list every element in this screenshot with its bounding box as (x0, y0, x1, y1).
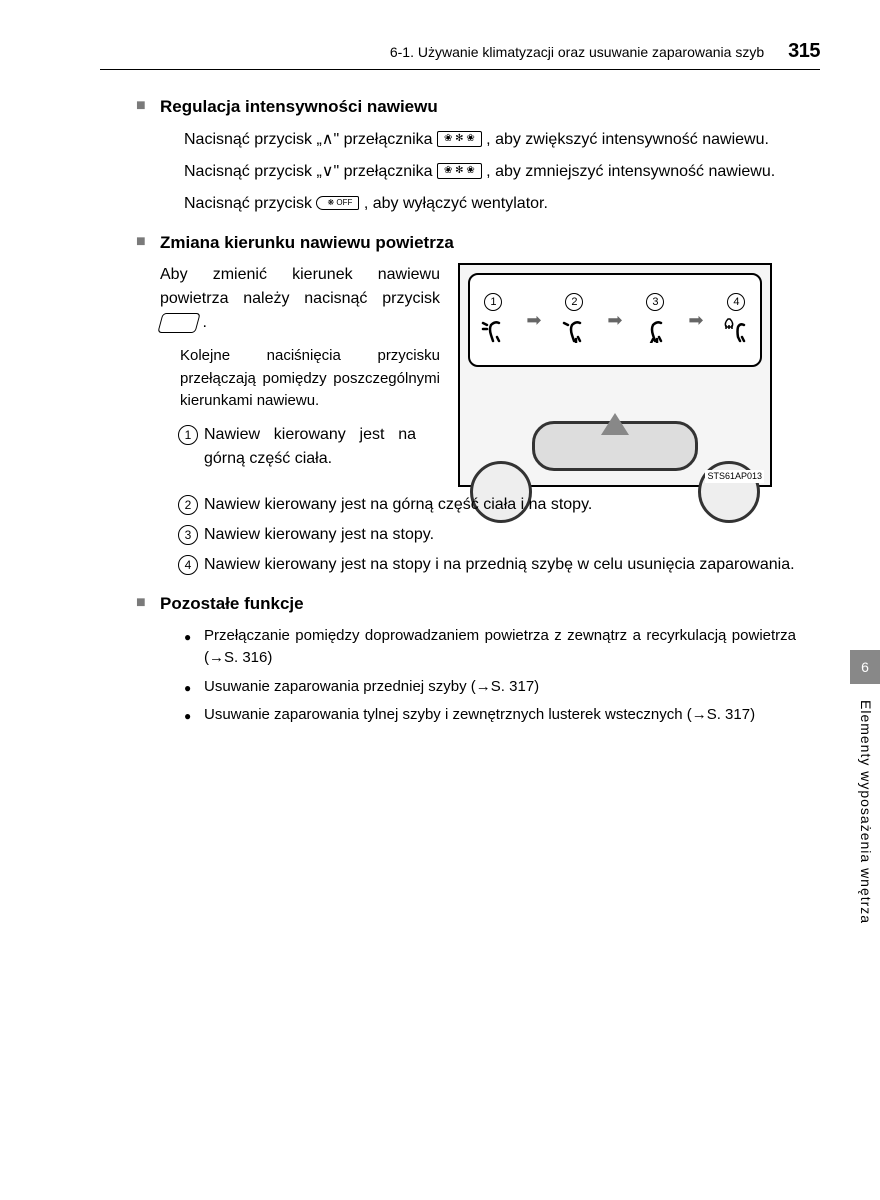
circle-number-icon: 2 (178, 495, 198, 515)
para-off: Nacisnąć przycisk ❋ OFF , aby wyłączyć w… (184, 192, 796, 216)
airflow-text-column: Aby zmienić kierunek nawiewu powietrza n… (160, 263, 440, 477)
circle-number-icon: 1 (178, 425, 198, 445)
circle-number-icon: 4 (178, 555, 198, 575)
diagram-modes-row: 1 ➡ 2 ➡ 3 (468, 273, 762, 367)
text: Nawiew kierowany jest na stopy. (204, 526, 434, 543)
pointer-arrow-icon (601, 413, 629, 435)
airflow-floor-icon (641, 315, 669, 347)
section-title: 6-1. Używanie klimatyzacji oraz usuwanie… (390, 44, 764, 60)
text: , aby zmniejszyć intensywność nawiewu. (486, 163, 775, 180)
airflow-face-icon (479, 315, 507, 347)
other-item-2: Usuwanie zaparowania przedniej szyby (→S… (204, 676, 796, 699)
arrow-icon: ➡ (526, 307, 541, 334)
para-decrease: Nacisnąć przycisk „∨" przełącznika ❀ ✻ ❀… (184, 160, 796, 184)
text: Nacisnąć przycisk (184, 195, 316, 212)
mode-1: 1 (479, 293, 507, 347)
other-item-3: Usuwanie zaparowania tylnej szyby i zewn… (204, 704, 796, 727)
airflow-item-3: 3 Nawiew kierowany jest na stopy. (204, 523, 796, 547)
airflow-block: Aby zmienić kierunek nawiewu powietrza n… (160, 263, 820, 487)
text: , aby wyłączyć wentylator. (364, 195, 548, 212)
mode-3: 3 (641, 293, 669, 347)
airflow-item-4: 4 Nawiew kierowany jest na stopy i na pr… (204, 553, 796, 577)
page-header: 6-1. Używanie klimatyzacji oraz usuwanie… (100, 40, 820, 70)
airflow-diagram: 1 ➡ 2 ➡ 3 (458, 263, 772, 487)
heading-fan-speed: Regulacja intensywności nawiewu (160, 94, 820, 120)
airflow-item-2: 2 Nawiew kierowany jest na górną część c… (204, 493, 796, 517)
text: Nawiew kierowany jest na górną część cia… (204, 496, 592, 513)
text: Nacisnąć przycisk „∨" przełącznika (184, 163, 437, 180)
off-button-icon: ❋ OFF (316, 196, 359, 210)
arrow-icon: ➡ (688, 307, 703, 334)
chapter-label: Elementy wyposażenia wnętrza (858, 700, 874, 924)
airflow-defrost-floor-icon (722, 315, 750, 347)
airflow-bilevel-icon (560, 315, 588, 347)
para-increase: Nacisnąć przycisk „∧" przełącznika ❀ ✻ ❀… (184, 128, 796, 152)
para-change-direction: Aby zmienić kierunek nawiewu powietrza n… (160, 263, 440, 335)
mode-2: 2 (560, 293, 588, 347)
circle-number-icon: 3 (178, 525, 198, 545)
text: , aby zwiększyć intensywność nawiewu. (486, 131, 769, 148)
text: Nacisnąć przycisk „∧" przełącznika (184, 131, 437, 148)
circle-number-icon: 2 (565, 293, 583, 311)
arrow-icon: ➡ (607, 307, 622, 334)
main-content: Regulacja intensywności nawiewu Nacisnąć… (160, 94, 820, 727)
mode-4: 4 (722, 293, 750, 347)
mode-button-icon (157, 313, 200, 333)
fan-switch-icon: ❀ ✻ ❀ (437, 163, 482, 179)
heading-other-functions: Pozostałe funkcje (160, 591, 820, 617)
text: Usuwanie zaparowania tylnej szyby i zewn… (204, 706, 755, 723)
other-item-1: Przełączanie pomiędzy doprowadzaniem pow… (204, 625, 796, 670)
airflow-item-1: 1 Nawiew kierowany jest na górną część c… (204, 423, 416, 471)
circle-number-icon: 4 (727, 293, 745, 311)
page-number: 315 (788, 40, 820, 63)
fan-switch-icon: ❀ ✻ ❀ (437, 131, 482, 147)
heading-airflow-direction: Zmiana kierunku nawiewu powietrza (160, 230, 820, 256)
diagram-code: STS61AP013 (705, 470, 764, 484)
text: Nawiew kierowany jest na stopy i na prze… (204, 556, 795, 573)
text: Przełączanie pomiędzy doprowadzaniem pow… (204, 627, 796, 667)
chapter-tab: 6 (850, 650, 880, 684)
text: Aby zmienić kierunek nawiewu powietrza n… (160, 266, 440, 307)
page-content: 6-1. Używanie klimatyzacji oraz usuwanie… (0, 0, 880, 773)
circle-number-icon: 3 (646, 293, 664, 311)
text: Usuwanie zaparowania przedniej szyby (→S… (204, 678, 539, 695)
note-cycle: Kolejne naciśnięcia przycisku przełączaj… (180, 345, 440, 413)
circle-number-icon: 1 (484, 293, 502, 311)
text: Nawiew kierowany jest na górną część cia… (204, 426, 416, 467)
